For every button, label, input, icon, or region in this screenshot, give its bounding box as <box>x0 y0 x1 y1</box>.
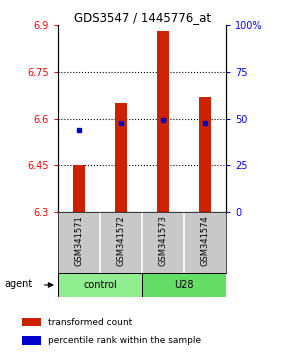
Text: transformed count: transformed count <box>48 318 133 326</box>
Text: GSM341571: GSM341571 <box>75 215 84 266</box>
Text: GSM341573: GSM341573 <box>159 215 168 266</box>
Bar <box>58 273 142 297</box>
Text: GSM341572: GSM341572 <box>117 215 126 266</box>
Bar <box>115 103 127 212</box>
Bar <box>22 318 41 326</box>
Bar <box>22 336 41 345</box>
Text: agent: agent <box>5 279 33 289</box>
Bar <box>73 166 85 212</box>
Text: GSM341574: GSM341574 <box>201 215 210 266</box>
Text: percentile rank within the sample: percentile rank within the sample <box>48 336 202 345</box>
Bar <box>142 273 226 297</box>
Title: GDS3547 / 1445776_at: GDS3547 / 1445776_at <box>74 11 211 24</box>
Text: control: control <box>83 280 117 290</box>
Bar <box>199 97 211 212</box>
Text: U28: U28 <box>174 280 194 290</box>
Bar <box>157 31 169 212</box>
